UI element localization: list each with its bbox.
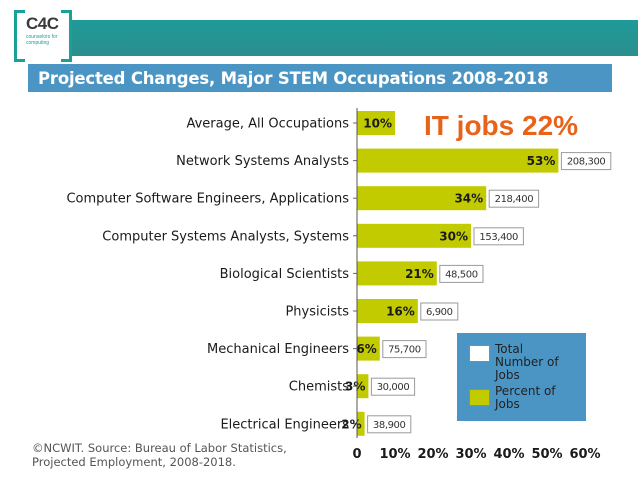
- logo-subtext: counselors for computing: [26, 34, 58, 46]
- bar: [357, 148, 559, 173]
- category-label: Average, All Occupations: [186, 117, 349, 132]
- x-tick-label: 60%: [569, 447, 600, 462]
- bar: [357, 223, 471, 248]
- bar: [357, 374, 369, 399]
- category-label: Computer Systems Analysts, Systems: [102, 229, 349, 244]
- logo-bracket-right: [61, 10, 72, 62]
- header-teal-band: [72, 20, 638, 56]
- bar-percent-label: 53%: [527, 154, 556, 168]
- jobs-box: [367, 415, 412, 434]
- it-jobs-annotation: IT jobs 22%: [424, 110, 579, 141]
- jobs-label: 208,300: [567, 157, 606, 168]
- x-tick-label: 40%: [493, 447, 524, 462]
- category-label: Computer Software Engineers, Application…: [66, 192, 349, 207]
- jobs-label: 218,400: [495, 194, 534, 205]
- jobs-box: [420, 302, 459, 321]
- x-tick-label: 20%: [417, 447, 448, 462]
- category-label: Mechanical Engineers: [207, 342, 349, 357]
- x-tick-label: 0: [352, 447, 361, 462]
- jobs-label: 6,900: [426, 307, 453, 318]
- chart-title-bar: Projected Changes, Major STEM Occupation…: [28, 64, 612, 92]
- x-tick-label: 50%: [531, 447, 562, 462]
- jobs-label: 30,000: [377, 382, 410, 393]
- bar-percent-label: 16%: [386, 305, 415, 319]
- logo-text: C4C: [26, 14, 59, 33]
- jobs-label: 153,400: [479, 232, 518, 243]
- bar: [357, 186, 487, 211]
- c4c-logo: C4C counselors for computing: [14, 10, 72, 62]
- bar-percent-label: 30%: [439, 229, 468, 243]
- jobs-box: [439, 264, 484, 283]
- source-note: ©NCWIT. Source: Bureau of Labor Statisti…: [32, 441, 287, 469]
- category-label: Biological Scientists: [220, 267, 350, 282]
- jobs-label: 38,900: [373, 420, 406, 431]
- jobs-box: [488, 189, 540, 208]
- chart-legend: Total Number of Jobs Percent of Jobs: [457, 333, 586, 421]
- bar-percent-label: 21%: [405, 267, 434, 281]
- bar: [357, 411, 365, 436]
- x-tick-label: 10%: [379, 447, 410, 462]
- jobs-label: 75,700: [388, 345, 421, 356]
- logo-bracket-left: [14, 10, 25, 62]
- chart-title: Projected Changes, Major STEM Occupation…: [38, 69, 549, 88]
- bar: [357, 261, 437, 286]
- legend-swatch-total: [469, 345, 490, 362]
- category-label: Network Systems Analysts: [176, 154, 349, 169]
- bar: [357, 299, 418, 323]
- jobs-box: [560, 152, 612, 171]
- category-label: Physicists: [285, 305, 349, 320]
- jobs-box: [473, 227, 524, 246]
- bar-percent-label: 10%: [363, 117, 392, 131]
- header-bar: C4C counselors for computing: [0, 0, 638, 62]
- bar-percent-label: 34%: [454, 192, 483, 206]
- bar: [357, 336, 380, 361]
- jobs-box: [370, 377, 416, 396]
- jobs-box: [382, 340, 427, 359]
- legend-label-total: Total Number of Jobs: [495, 342, 559, 382]
- legend-label-percent: Percent of Jobs: [495, 384, 556, 411]
- jobs-label: 48,500: [445, 269, 478, 280]
- legend-swatch-percent: [469, 389, 490, 406]
- category-label: Chemists: [289, 380, 349, 395]
- bar: [357, 111, 395, 135]
- x-tick-label: 30%: [455, 447, 486, 462]
- bar-percent-label: 2%: [341, 417, 361, 431]
- bar-percent-label: 3%: [345, 380, 365, 394]
- category-label: Electrical Engineers: [220, 417, 349, 432]
- bar-percent-label: 6%: [356, 342, 376, 356]
